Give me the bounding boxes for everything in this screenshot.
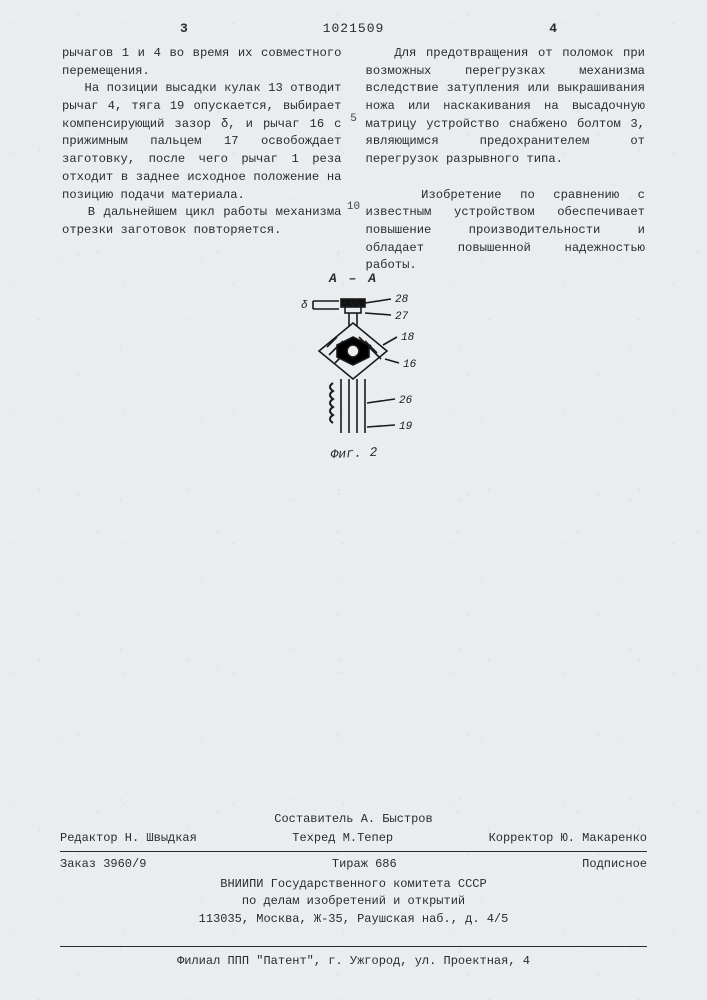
figure-2: А – А δ xyxy=(244,270,464,464)
podpis: Подписное xyxy=(582,856,647,873)
order-line: Заказ 3960/9 Тираж 686 Подписное xyxy=(60,856,647,873)
ref-16: 16 xyxy=(403,359,417,371)
ref-27: 27 xyxy=(395,311,409,323)
ref-19: 19 xyxy=(399,421,413,433)
figure-svg: δ xyxy=(279,293,429,443)
footer-block: Составитель А. Быстров Редактор Н. Швыдк… xyxy=(60,811,647,928)
techred: Техред М.Тепер xyxy=(292,830,393,847)
ref-26: 26 xyxy=(399,395,413,407)
corrector: Корректор Ю. Макаренко xyxy=(489,830,647,847)
page-left: 3 xyxy=(180,20,188,39)
branch: Филиал ППП "Патент", г. Ужгород, ул. Про… xyxy=(177,954,530,968)
delta-label: δ xyxy=(301,300,308,312)
figure-caption: Фиг. 2 xyxy=(243,439,464,469)
editor-line: Редактор Н. Швыдкая Техред М.Тепер Корре… xyxy=(60,830,647,847)
page-right: 4 xyxy=(549,20,557,39)
text-columns: рычагов 1 и 4 во время их совместного пе… xyxy=(62,45,645,275)
section-label: А – А xyxy=(244,270,464,289)
address: 113035, Москва, Ж-35, Раушская наб., д. … xyxy=(60,911,647,928)
branch-block: Филиал ППП "Патент", г. Ужгород, ул. Про… xyxy=(60,946,647,970)
editor: Редактор Н. Швыдкая xyxy=(60,830,197,847)
line-mark-5: 5 xyxy=(343,112,365,128)
column-left: рычагов 1 и 4 во время их совместного пе… xyxy=(62,45,342,275)
compiler-line: Составитель А. Быстров xyxy=(60,811,647,828)
ref-28: 28 xyxy=(395,294,409,306)
order: Заказ 3960/9 xyxy=(60,856,146,873)
doc-number: 1021509 xyxy=(323,20,385,39)
org2: по делам изобретений и открытий xyxy=(60,893,647,910)
ref-18: 18 xyxy=(401,332,415,344)
line-mark-10: 10 xyxy=(343,200,365,216)
org1: ВНИИПИ Государственного комитета СССР xyxy=(60,876,647,893)
column-right: Для предотвращения от поломок при возмож… xyxy=(366,45,646,275)
tirazh: Тираж 686 xyxy=(332,856,397,873)
